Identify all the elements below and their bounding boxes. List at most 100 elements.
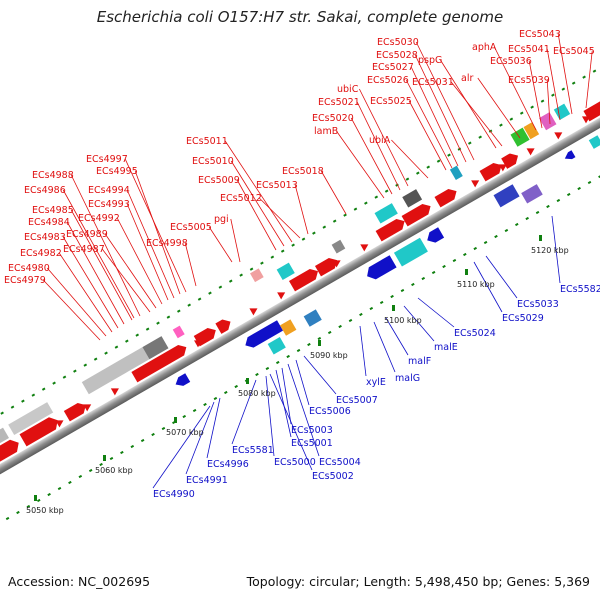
forward-gene-label[interactable]: ECs4987 bbox=[63, 244, 105, 255]
minor-tick bbox=[400, 288, 405, 293]
forward-gene-label[interactable]: ECs5013 bbox=[256, 180, 298, 191]
minor-tick bbox=[286, 354, 290, 359]
forward-arrow bbox=[387, 228, 397, 236]
reverse-label-leader bbox=[473, 261, 503, 313]
forward-gene-label[interactable]: ECs5041 bbox=[508, 44, 550, 55]
forward-label-leader bbox=[494, 46, 537, 131]
forward-gene-label[interactable]: pspG bbox=[418, 55, 442, 66]
reverse-gene-label[interactable]: xylE bbox=[366, 377, 386, 388]
minor-tick bbox=[203, 402, 207, 407]
forward-label-leader bbox=[58, 252, 113, 333]
forward-gene-label[interactable]: ECs5009 bbox=[198, 175, 240, 186]
forward-gene-label[interactable]: ECs5020 bbox=[312, 113, 354, 124]
minor-tick bbox=[104, 351, 108, 355]
major-tick bbox=[539, 235, 542, 241]
forward-gene-label[interactable]: ECs4994 bbox=[88, 185, 130, 196]
forward-gene-label[interactable]: ECs5043 bbox=[519, 29, 561, 40]
minor-tick bbox=[592, 69, 597, 73]
forward-gene-label[interactable]: ECs4986 bbox=[24, 185, 66, 196]
forward-gene-label[interactable]: ECs5031 bbox=[412, 77, 454, 88]
forward-gene-label[interactable]: ECs4993 bbox=[88, 199, 130, 210]
forward-gene-label[interactable]: ECs4998 bbox=[146, 238, 188, 249]
reverse-label-leader bbox=[206, 397, 221, 459]
forward-gene-label[interactable]: ECs5011 bbox=[186, 136, 228, 147]
reverse-gene-label[interactable]: malE bbox=[434, 342, 458, 353]
gene-block bbox=[510, 127, 530, 147]
forward-label-leader bbox=[46, 267, 107, 337]
minor-tick bbox=[478, 135, 482, 139]
forward-gene-label[interactable]: ECs4988 bbox=[32, 170, 74, 181]
forward-gene-label[interactable]: alr bbox=[461, 73, 473, 84]
forward-arrow bbox=[304, 276, 313, 284]
forward-gene-label[interactable]: ubiC bbox=[337, 84, 359, 95]
reverse-gene-label[interactable]: ECs4991 bbox=[186, 475, 228, 486]
reverse-gene-label[interactable]: ECs5000 bbox=[274, 457, 316, 468]
reverse-gene-label[interactable]: ECs4990 bbox=[153, 489, 195, 500]
reverse-gene-label[interactable]: ECs5007 bbox=[336, 395, 378, 406]
reverse-gene-feature bbox=[245, 320, 284, 348]
forward-gene-label[interactable]: ECs4989 bbox=[66, 229, 108, 240]
forward-gene-label[interactable]: lamB bbox=[314, 126, 338, 137]
forward-gene-label[interactable]: ECs5025 bbox=[370, 96, 412, 107]
forward-gene-label[interactable]: ECs4997 bbox=[86, 154, 128, 165]
reverse-gene-label[interactable]: malG bbox=[395, 373, 420, 384]
minor-tick bbox=[312, 231, 316, 235]
forward-gene-label[interactable]: ECs4980 bbox=[8, 263, 50, 274]
reverse-gene-feature bbox=[564, 150, 576, 160]
minor-tick bbox=[561, 87, 566, 91]
reverse-gene-label[interactable]: ECs4996 bbox=[207, 459, 249, 470]
forward-gene-label[interactable]: pgi bbox=[214, 214, 229, 225]
reverse-gene-label[interactable]: ECs5001 bbox=[291, 438, 333, 449]
gene-block bbox=[250, 268, 264, 283]
forward-gene-label[interactable]: ECs5012 bbox=[220, 193, 262, 204]
reverse-gene-label[interactable]: ECs5006 bbox=[309, 406, 351, 417]
forward-gene-label[interactable]: ECs5027 bbox=[372, 62, 414, 73]
minor-tick bbox=[457, 147, 462, 151]
reverse-gene-label[interactable]: ECs5581 bbox=[232, 445, 274, 456]
forward-gene-label[interactable]: ECs4982 bbox=[20, 248, 62, 259]
forward-gene-label[interactable]: ECs5045 bbox=[553, 46, 595, 57]
forward-label-leader bbox=[42, 279, 101, 341]
reverse-gene-label[interactable]: ECs5002 bbox=[312, 471, 354, 482]
reverse-gene-label[interactable]: ECs5004 bbox=[319, 457, 361, 468]
forward-gene-label[interactable]: ECs5036 bbox=[490, 56, 532, 67]
forward-label-leader bbox=[62, 236, 119, 329]
forward-gene-label[interactable]: ECs4979 bbox=[4, 275, 46, 286]
forward-gene-label[interactable]: ECs4992 bbox=[78, 213, 120, 224]
reverse-gene-label[interactable]: ECs5003 bbox=[291, 425, 333, 436]
reverse-gene-label[interactable]: ECs5582 bbox=[560, 284, 600, 295]
minor-tick bbox=[556, 198, 561, 203]
forward-gene-label[interactable]: ECs5030 bbox=[377, 37, 419, 48]
gene-block bbox=[280, 319, 297, 336]
forward-gene-label[interactable]: ECs4995 bbox=[96, 166, 138, 177]
reverse-gene-label[interactable]: ECs5029 bbox=[502, 313, 544, 324]
forward-gene-label[interactable]: ECs5028 bbox=[376, 50, 418, 61]
forward-gene-label[interactable]: ECs5021 bbox=[318, 97, 360, 108]
forward-gene-label[interactable]: ECs4983 bbox=[24, 232, 66, 243]
forward-label-leader bbox=[359, 88, 409, 187]
reverse-gene-feature bbox=[175, 373, 191, 386]
forward-gene-label[interactable]: ECs4985 bbox=[32, 205, 74, 216]
reverse-gene-label[interactable]: malF bbox=[408, 356, 431, 367]
forward-gene-label[interactable]: ECs4984 bbox=[28, 217, 70, 228]
reverse-gene-label[interactable]: ECs5033 bbox=[517, 299, 559, 310]
forward-label-leader bbox=[258, 197, 301, 239]
forward-label-leader bbox=[124, 158, 187, 293]
reverse-label-leader bbox=[152, 405, 211, 489]
reverse-label-leader bbox=[295, 359, 310, 406]
forward-label-leader bbox=[414, 54, 467, 163]
forward-gene-label[interactable]: ECs5039 bbox=[508, 75, 550, 86]
forward-gene-label[interactable]: ECs5026 bbox=[367, 75, 409, 86]
forward-gene-label[interactable]: ECs5005 bbox=[170, 222, 212, 233]
forward-gene-label[interactable]: aphA bbox=[472, 42, 497, 53]
forward-gene-label[interactable]: ECs5018 bbox=[282, 166, 324, 177]
forward-arrow bbox=[166, 356, 175, 364]
forward-gene-label[interactable]: ECs5010 bbox=[192, 156, 234, 167]
reverse-gene-label[interactable]: ECs5024 bbox=[454, 328, 496, 339]
forward-gene-label[interactable]: ubiA bbox=[369, 135, 391, 146]
genome-backbone bbox=[0, 43, 600, 551]
accession-text: Accession: NC_002695 bbox=[8, 574, 151, 589]
minor-tick bbox=[52, 381, 56, 385]
major-tick bbox=[318, 340, 321, 346]
